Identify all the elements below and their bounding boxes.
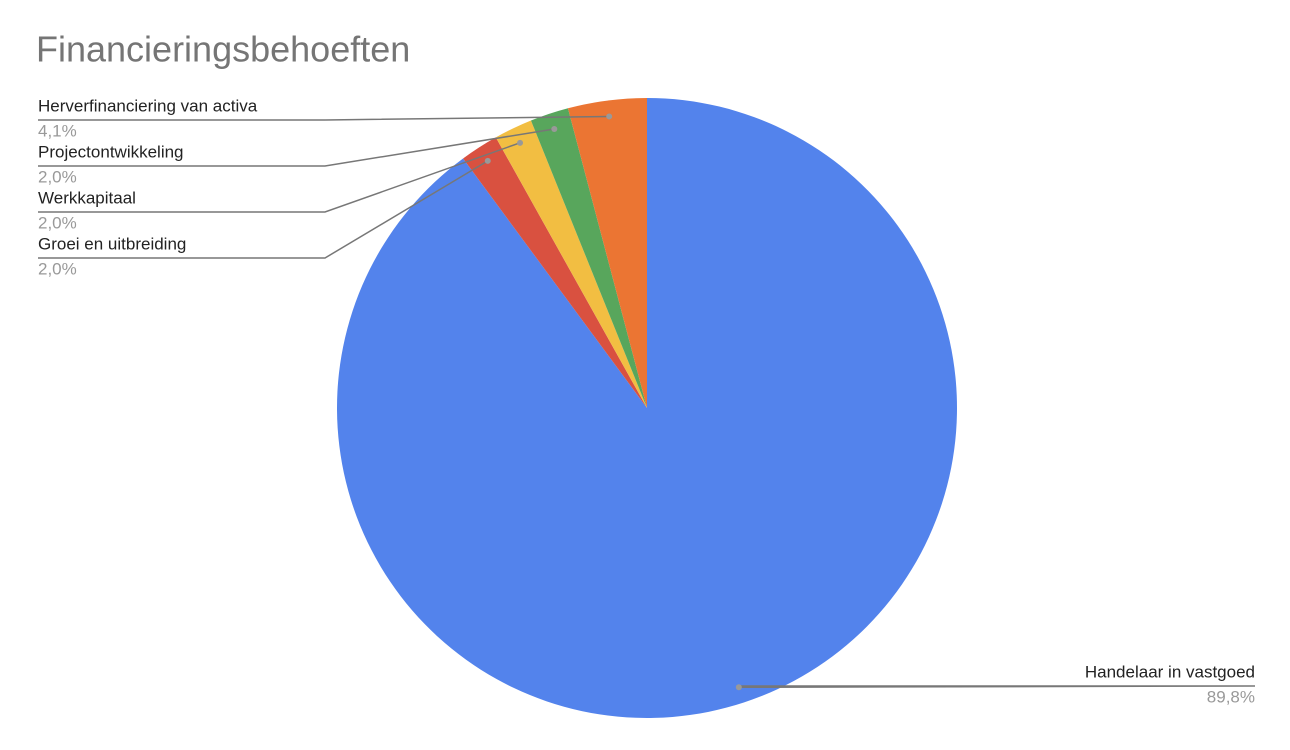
leader-line — [38, 115, 610, 121]
pie-slice — [530, 108, 647, 409]
leader-line — [738, 685, 1256, 689]
legend-label: Herverfinanciering van activa — [38, 96, 258, 115]
leader-dot — [735, 684, 742, 691]
leader-dot — [551, 125, 558, 132]
leader-dot — [606, 113, 613, 120]
value-label: 2,0% — [38, 259, 77, 278]
legend-label: Handelaar in vastgoed — [1085, 662, 1255, 681]
leader-line — [38, 142, 521, 213]
pie-slice — [463, 137, 647, 408]
pie-slice — [495, 120, 647, 408]
leader-line — [38, 128, 555, 167]
chart-title: Financieringsbehoeften — [36, 29, 410, 70]
value-label: 2,0% — [38, 167, 77, 186]
value-label: 89,8% — [1207, 687, 1255, 706]
pie-slice — [567, 98, 647, 408]
leader-dot — [517, 139, 524, 146]
leader-line — [38, 160, 489, 259]
legend-label: Groei en uitbreiding — [38, 234, 186, 253]
legend-label: Projectontwikkeling — [38, 142, 184, 161]
value-label: 2,0% — [38, 213, 77, 232]
legend-label: Werkkapitaal — [38, 188, 136, 207]
leader-dot — [484, 157, 491, 164]
value-label: 4,1% — [38, 121, 77, 140]
